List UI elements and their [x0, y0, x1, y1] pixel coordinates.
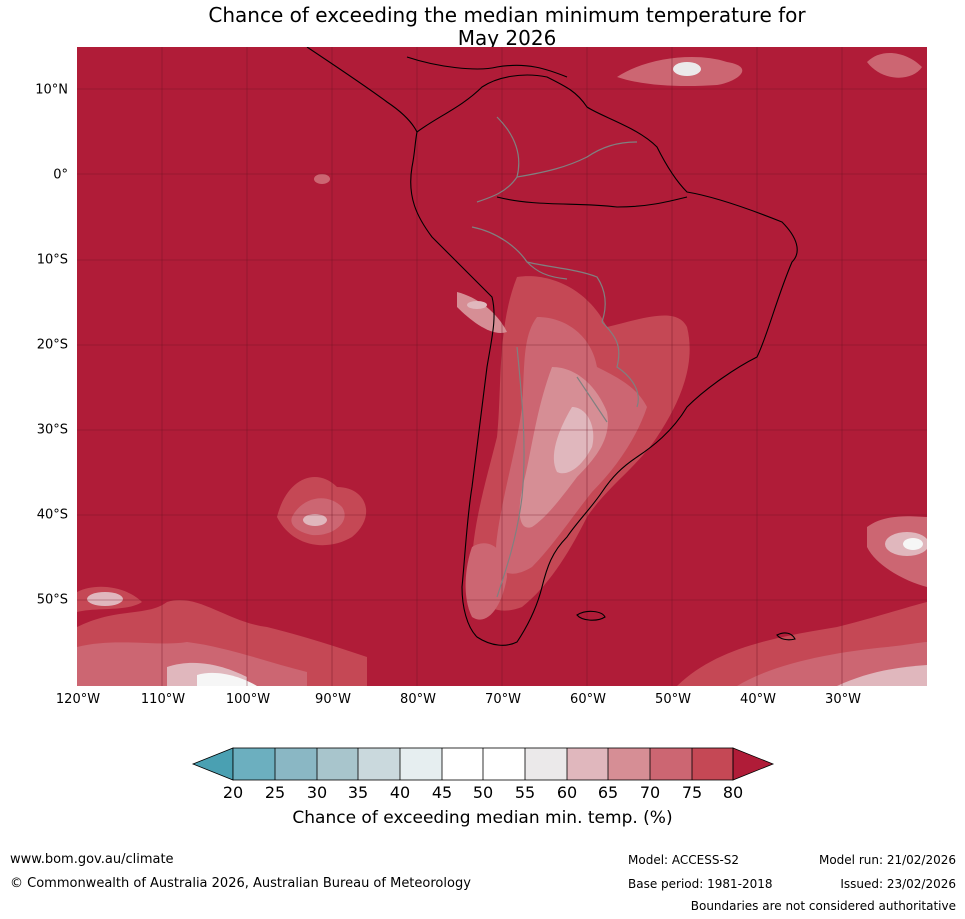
- colorbar-tick-45: 45: [431, 783, 453, 802]
- title-line-1: Chance of exceeding the median minimum t…: [208, 3, 806, 27]
- far-ne-contour: [867, 52, 922, 78]
- colorbar-bin-30-35: [317, 748, 358, 780]
- website-link[interactable]: www.bom.gov.au/climate: [10, 852, 174, 867]
- lon-label-30w: 30°W: [825, 692, 861, 707]
- colorbar-bin-75-80: [692, 748, 733, 780]
- colorbar-bin-20-25: [233, 748, 275, 780]
- colorbar-bin-50-55: [483, 748, 525, 780]
- southern-ocean-contour-45: [197, 672, 257, 686]
- colorbar-tick-25: 25: [264, 783, 286, 802]
- sw-ocean-blob: [87, 592, 123, 606]
- coastlines: [306, 47, 798, 646]
- lon-label-60w: 60°W: [570, 692, 606, 707]
- lat-label-30s: 30°S: [36, 422, 68, 438]
- se-ocean-contour-60: [837, 665, 927, 686]
- colorbar-tick-70: 70: [639, 783, 661, 802]
- andes-core: [467, 301, 487, 309]
- colorbar-tick-40: 40: [389, 783, 411, 802]
- lon-label-70w: 70°W: [485, 692, 521, 707]
- pacific-blob-core: [303, 514, 327, 526]
- base-period: Base period: 1981-2018: [628, 877, 773, 891]
- national-borders: [471, 116, 639, 598]
- continent-contour-60: [553, 407, 594, 474]
- lat-label-0: 0°: [53, 167, 68, 183]
- lat-label-40s: 40°S: [36, 507, 68, 523]
- amazon-river: [496, 196, 688, 208]
- south-america-coastline: [410, 74, 798, 646]
- lon-label-120w: 120°W: [55, 692, 101, 707]
- colorbar-high-arrow: [732, 747, 775, 781]
- colorbar-tick-55: 55: [514, 783, 536, 802]
- model-run-date: Model run: 21/02/2026: [818, 853, 956, 867]
- map-svg: [77, 47, 927, 686]
- colorbar-bin-40-45: [400, 748, 442, 780]
- model-name: Model: ACCESS-S2: [628, 853, 740, 867]
- lat-label-50s: 50°S: [36, 592, 68, 608]
- colorbar-tick-65: 65: [597, 783, 619, 802]
- south-georgia: [776, 632, 796, 641]
- colorbar: 20 25 30 35 40 45 50 55 60 65 70 75 80 C…: [0, 740, 965, 840]
- colorbar-tick-20: 20: [222, 783, 244, 802]
- lat-label-10s: 10°S: [36, 252, 68, 268]
- colorbar-bin-55-60: [525, 748, 567, 780]
- falklands: [576, 610, 606, 621]
- lat-label-20s: 20°S: [36, 337, 68, 353]
- colorbar-tick-60: 60: [556, 783, 578, 802]
- colorbar-bin-25-30: [275, 748, 317, 780]
- lon-label-40w: 40°W: [740, 692, 776, 707]
- andes-contour: [457, 292, 507, 333]
- colorbar-tick-50: 50: [472, 783, 494, 802]
- copyright-text: © Commonwealth of Australia 2026, Austra…: [10, 876, 471, 891]
- colorbar-bin-45-50: [442, 748, 483, 780]
- lat-label-10n: 10°N: [35, 82, 68, 98]
- colorbar-bin-35-40: [358, 748, 400, 780]
- graticule: [77, 47, 927, 686]
- colorbar-outline: [232, 747, 734, 781]
- lon-label-50w: 50°W: [655, 692, 691, 707]
- colorbar-bin-60-65: [567, 748, 608, 780]
- patagonia-contour: [465, 543, 507, 620]
- caribbean-coastline: [406, 56, 568, 78]
- colorbar-bin-70-75: [650, 748, 692, 780]
- colorbar-low-arrow: [191, 747, 234, 781]
- colorbar-tick-75: 75: [681, 783, 703, 802]
- ne-ocean-core: [673, 62, 701, 76]
- lon-label-110w: 110°W: [140, 692, 186, 707]
- lon-label-90w: 90°W: [315, 692, 351, 707]
- colorbar-bin-65-70: [608, 748, 650, 780]
- central-america-coastline: [306, 47, 418, 133]
- colorbar-tick-30: 30: [306, 783, 328, 802]
- lon-label-80w: 80°W: [400, 692, 436, 707]
- issued-date: Issued: 23/02/2026: [840, 877, 956, 891]
- title-line-2: May 2026: [457, 26, 557, 50]
- colorbar-svg: [191, 747, 775, 781]
- galapagos-blob: [314, 174, 330, 184]
- boundaries-note: Boundaries are not considered authoritat…: [690, 899, 956, 913]
- east-ocean-core: [903, 538, 923, 550]
- colorbar-label: Chance of exceeding median min. temp. (%…: [292, 808, 673, 828]
- probability-contours: [77, 52, 927, 686]
- map-title: Chance of exceeding the median minimum t…: [77, 4, 937, 50]
- colorbar-tick-80: 80: [722, 783, 744, 802]
- colorbar-tick-35: 35: [347, 783, 369, 802]
- lon-label-100w: 100°W: [225, 692, 271, 707]
- forecast-map: [77, 47, 927, 686]
